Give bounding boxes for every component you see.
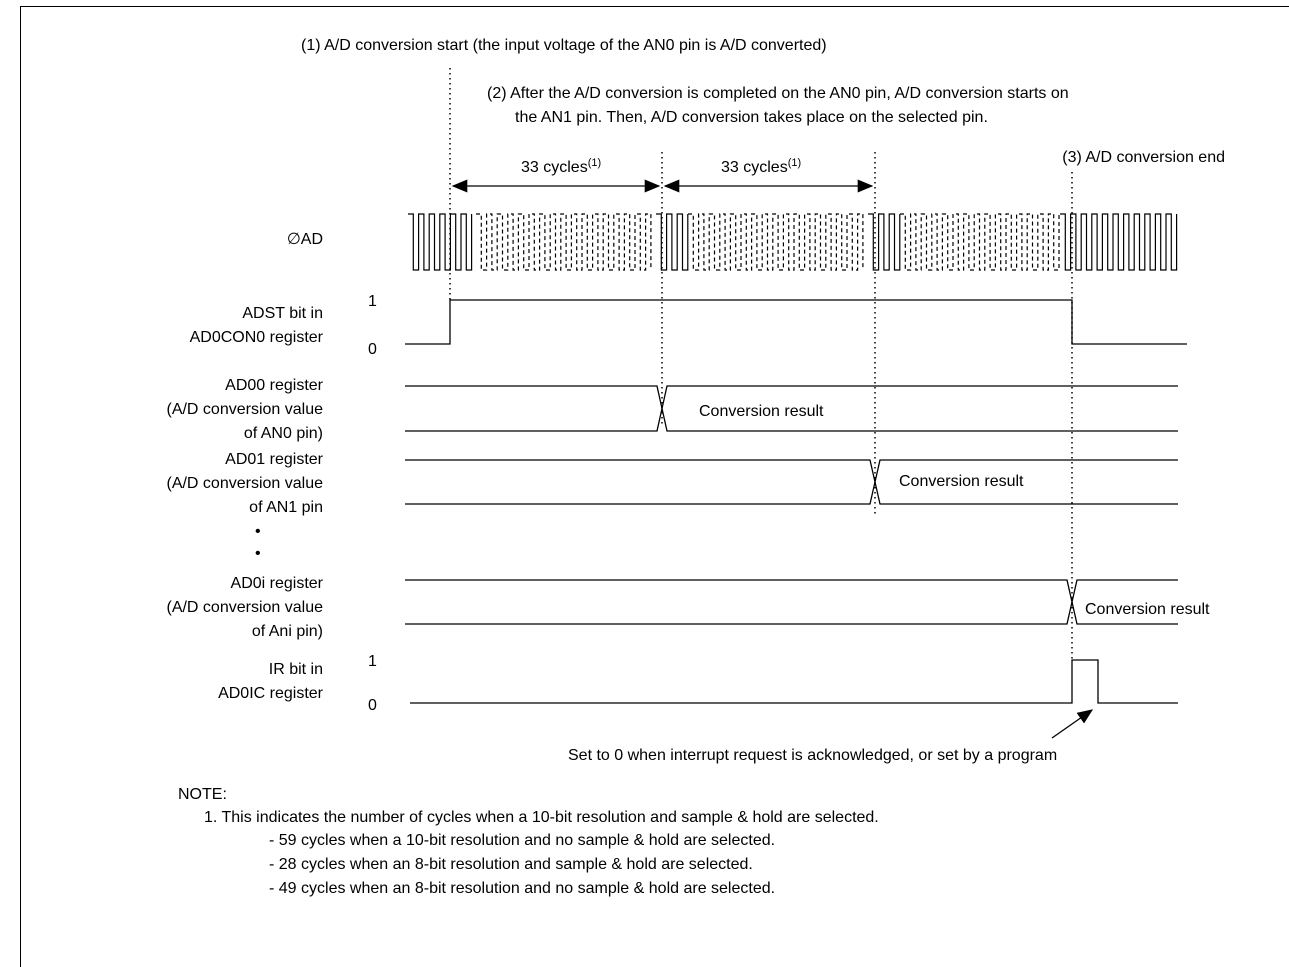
ir-label-line1: IR bit in bbox=[269, 661, 323, 678]
note-heading: NOTE: bbox=[178, 786, 227, 803]
ad00-waveform bbox=[405, 385, 1178, 432]
ir-label-line2: AD0IC register bbox=[218, 685, 324, 702]
ad00-label-line2: (A/D conversion value bbox=[166, 401, 323, 418]
ad01-label-line3: of AN1 pin bbox=[249, 499, 323, 516]
note-sub-2: - 28 cycles when an 8-bit resolution and… bbox=[269, 856, 753, 873]
clock-waveform-span-3 bbox=[900, 213, 1060, 271]
clock-waveform-span-2 bbox=[688, 213, 864, 271]
ir-level-high: 1 bbox=[368, 653, 377, 670]
ad0i-label-line1: AD0i register bbox=[231, 575, 324, 592]
ad0i-label-line2: (A/D conversion value bbox=[166, 599, 323, 616]
cycles-label-2: 33 cycles(1) bbox=[721, 157, 801, 176]
ir-note-arrow bbox=[1051, 709, 1094, 739]
ad00-label-line3: of AN0 pin) bbox=[244, 425, 323, 442]
clock-waveform-post bbox=[1060, 213, 1178, 271]
adst-waveform bbox=[405, 299, 1187, 345]
adst-level-high: 1 bbox=[368, 293, 377, 310]
clock-waveform-pre bbox=[408, 213, 473, 271]
clock-waveform-mid-1 bbox=[656, 213, 689, 271]
note-sub-1: - 59 cycles when a 10-bit resolution and… bbox=[269, 832, 775, 849]
ir-note-text: Set to 0 when interrupt request is ackno… bbox=[568, 747, 1057, 764]
ad01-label-line2: (A/D conversion value bbox=[166, 475, 323, 492]
figure-frame bbox=[20, 6, 1289, 967]
ad00-result: Conversion result bbox=[699, 403, 824, 420]
ellipsis-bullet-2: • bbox=[255, 545, 261, 562]
adst-label-line2: AD0CON0 register bbox=[190, 329, 324, 346]
ad0i-result: Conversion result bbox=[1085, 601, 1210, 618]
adst-label-line1: ADST bit in bbox=[242, 305, 323, 322]
ir-level-low: 0 bbox=[368, 697, 377, 714]
note-sub-3: - 49 cycles when an 8-bit resolution and… bbox=[269, 880, 775, 897]
cycles-label-1: 33 cycles(1) bbox=[521, 157, 601, 176]
ir-waveform bbox=[410, 659, 1178, 704]
ad01-label-line1: AD01 register bbox=[225, 451, 323, 468]
ad01-result: Conversion result bbox=[899, 473, 1024, 490]
annotation-conversion-continue-line2: the AN1 pin. Then, A/D conversion takes … bbox=[515, 109, 988, 126]
clock-waveform-mid-2 bbox=[868, 213, 901, 271]
ad00-label-line1: AD00 register bbox=[225, 377, 323, 394]
clock-label: ∅AD bbox=[287, 231, 323, 248]
note-item-1: 1. This indicates the number of cycles w… bbox=[204, 809, 879, 826]
ellipsis-bullet-1: • bbox=[255, 523, 261, 540]
clock-waveform-span-1 bbox=[476, 213, 652, 271]
ad0i-waveform bbox=[405, 579, 1178, 625]
ad01-waveform bbox=[405, 459, 1178, 505]
adst-level-low: 0 bbox=[368, 341, 377, 358]
annotation-conversion-start: (1) A/D conversion start (the input volt… bbox=[301, 37, 827, 54]
annotation-conversion-end: (3) A/D conversion end bbox=[1062, 149, 1225, 166]
ad0i-label-line3: of Ani pin) bbox=[252, 623, 323, 640]
annotation-conversion-continue-line1: (2) After the A/D conversion is complete… bbox=[487, 85, 1069, 102]
